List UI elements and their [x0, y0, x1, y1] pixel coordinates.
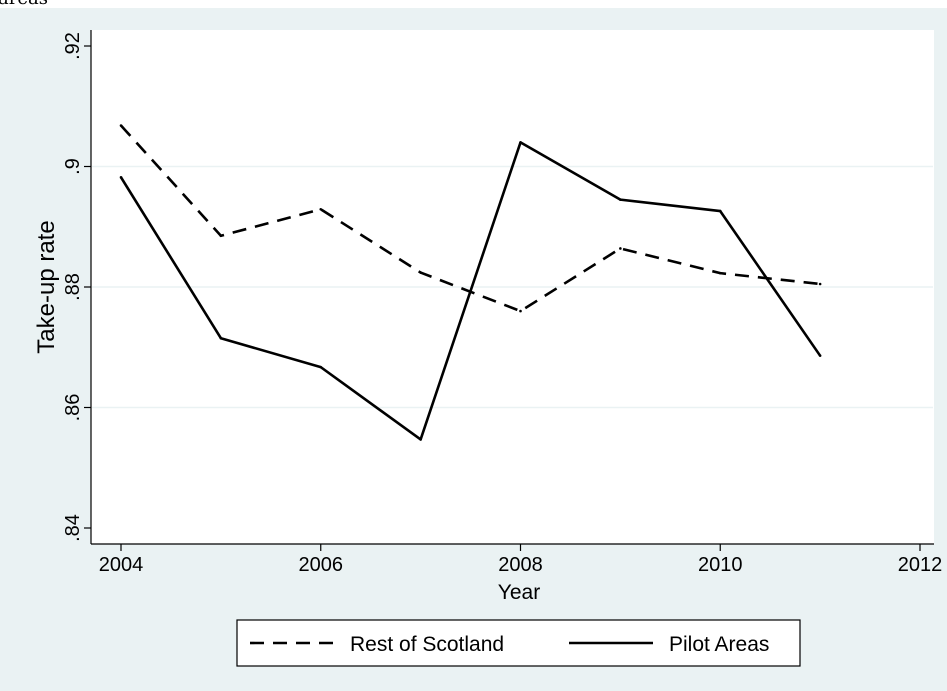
- y-tick-label: .86: [62, 394, 84, 422]
- data-point: [818, 282, 822, 286]
- legend-label: Rest of Scotland: [350, 633, 504, 656]
- data-point: [718, 209, 722, 213]
- data-point: [319, 365, 323, 369]
- y-tick-label: .92: [62, 32, 84, 60]
- data-point: [619, 198, 622, 201]
- y-tick-label: .84: [62, 514, 84, 542]
- series-line-solid: [119, 141, 822, 441]
- x-tick-label: 2004: [99, 554, 144, 576]
- legend: Rest of Scotland Pilot Areas: [236, 619, 801, 667]
- x-tick-label: 2010: [698, 554, 743, 576]
- data-point: [219, 234, 223, 238]
- legend-label: Pilot Areas: [669, 633, 769, 656]
- data-point: [419, 271, 422, 274]
- data-point: [818, 354, 822, 357]
- clipped-heading-text: areas: [0, 0, 48, 9]
- data-point: [319, 207, 323, 211]
- data-point: [119, 124, 123, 127]
- y-tick-label: .88: [62, 273, 84, 301]
- data-point: [119, 176, 123, 179]
- y-axis-title: Take-up rate: [33, 220, 60, 353]
- x-tick-label: 2006: [299, 554, 344, 576]
- x-axis-title: Year: [498, 581, 540, 604]
- data-point: [419, 438, 422, 441]
- y-tick-label: .9: [62, 158, 84, 175]
- data-point: [718, 271, 722, 275]
- data-point: [219, 336, 223, 340]
- data-point: [619, 247, 622, 250]
- data-point: [519, 309, 522, 313]
- data-point: [519, 141, 522, 144]
- x-tick-label: 2012: [898, 554, 943, 576]
- x-tick-label: 2008: [498, 554, 543, 576]
